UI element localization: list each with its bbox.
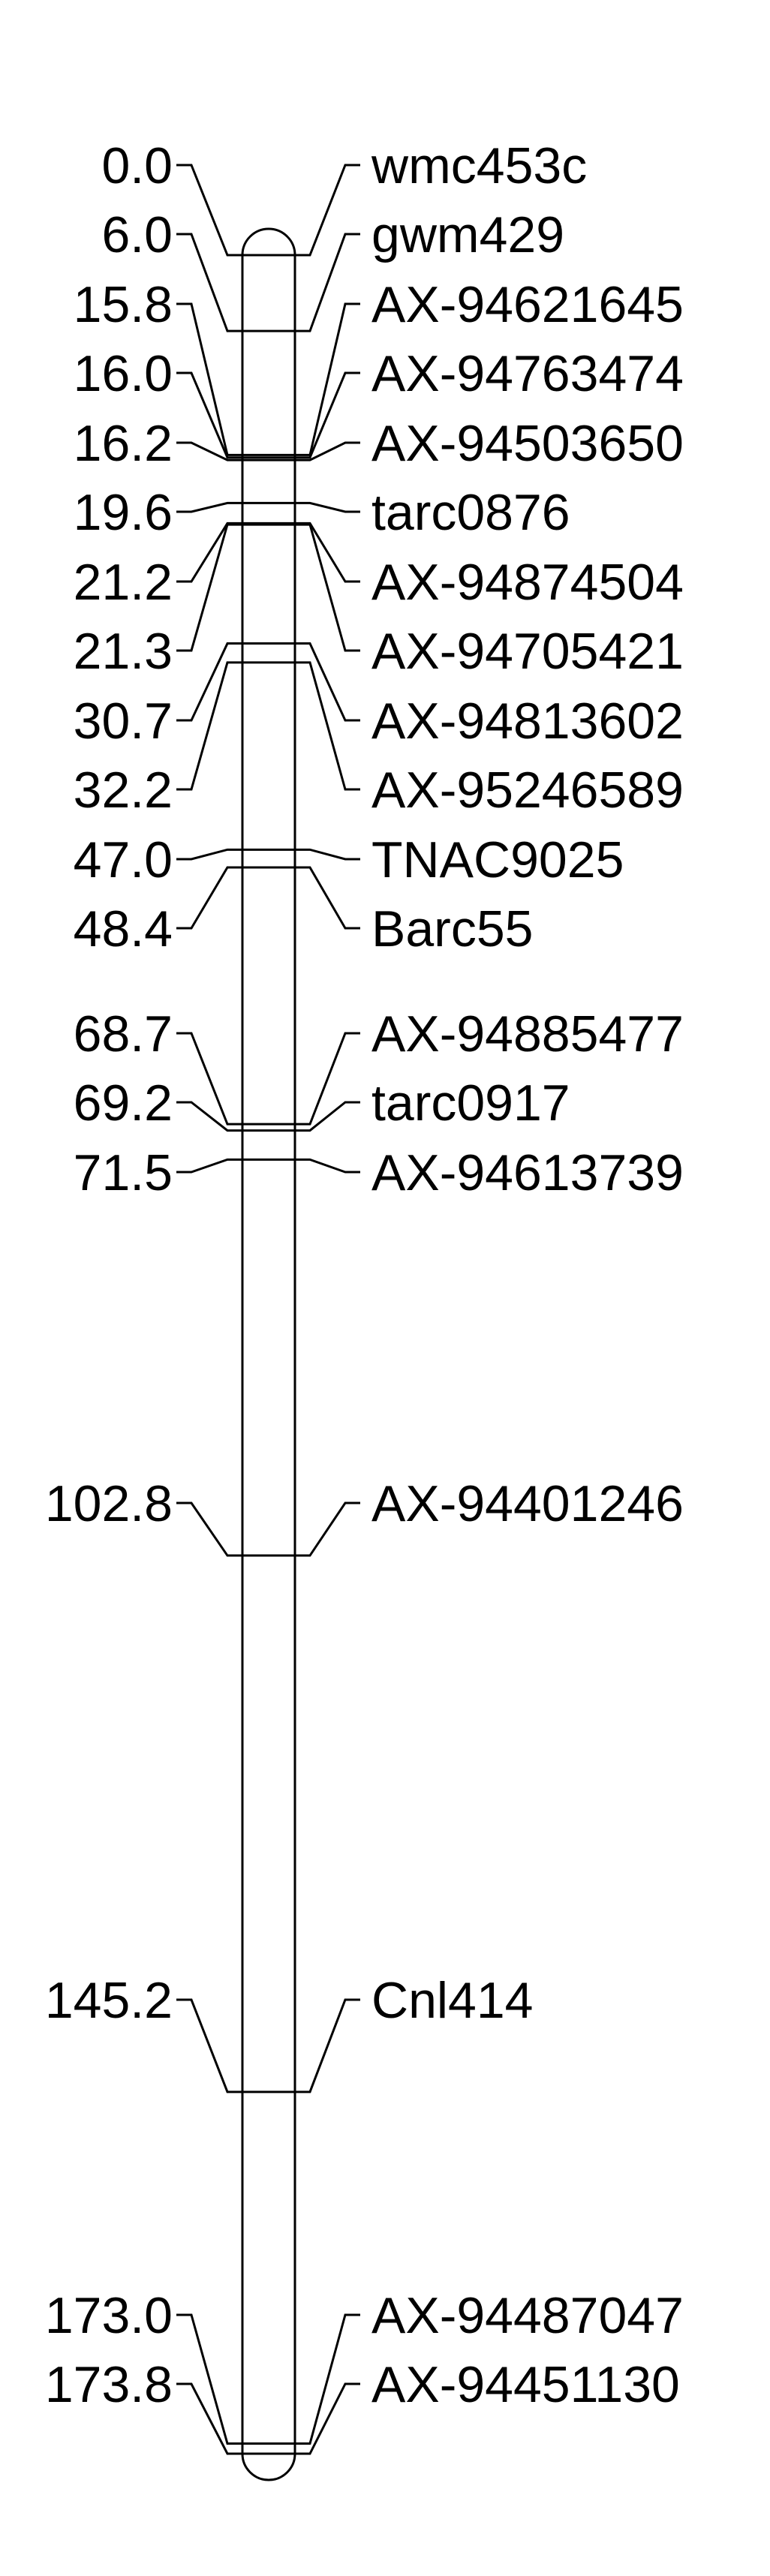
marker-name: AX-94813602 — [371, 693, 684, 750]
position-leader — [176, 441, 242, 461]
position-leader — [176, 302, 242, 456]
position-leader — [176, 1998, 242, 2094]
position-leader — [176, 522, 242, 583]
position-leader — [176, 661, 242, 791]
leader-lines — [176, 164, 360, 2455]
name-leader — [295, 661, 360, 791]
marker-position: 21.3 — [74, 623, 173, 680]
name-leader — [295, 1101, 360, 1132]
marker-name: AX-94451130 — [371, 2356, 680, 2413]
marker-position: 68.7 — [74, 1005, 173, 1063]
chromosome-bar — [241, 227, 296, 2481]
position-leader — [176, 1158, 242, 1174]
name-leader — [295, 2313, 360, 2445]
marker-name: Barc55 — [371, 900, 533, 957]
marker-name: AX-94503650 — [371, 415, 684, 472]
position-leader — [176, 2382, 242, 2455]
position-leader — [176, 1101, 242, 1132]
position-leader — [176, 866, 242, 930]
marker-name: tarc0876 — [371, 484, 570, 541]
marker-position: 30.7 — [74, 693, 173, 750]
marker-position: 32.2 — [74, 762, 173, 819]
marker-name: AX-94487047 — [371, 2287, 684, 2344]
marker-name: gwm429 — [371, 206, 564, 263]
marker-name: wmc453c — [371, 137, 587, 194]
marker-position: 69.2 — [74, 1075, 173, 1132]
marker-name: Cnl414 — [371, 1972, 534, 2029]
marker-labels: 0.0 wmc453c 6.0 gwm429 15.8 AX-94621645 16.0 AX… — [45, 137, 684, 2413]
marker-name: AX-95246589 — [371, 762, 684, 819]
marker-bands — [242, 254, 295, 2455]
name-leader — [295, 848, 360, 861]
position-leader — [176, 1032, 242, 1126]
name-leader — [295, 302, 360, 456]
position-leader — [176, 523, 242, 652]
marker-name: TNAC9025 — [371, 831, 624, 888]
marker-position: 47.0 — [74, 831, 173, 888]
name-leader — [295, 1032, 360, 1126]
marker-position: 16.2 — [74, 415, 173, 472]
marker-name: AX-94874504 — [371, 554, 684, 611]
marker-name: AX-94401246 — [371, 1475, 684, 1532]
marker-position: 48.4 — [74, 900, 173, 957]
name-leader — [295, 642, 360, 722]
name-leader — [295, 1501, 360, 1557]
position-leader — [176, 164, 242, 257]
marker-name: AX-94763474 — [371, 345, 684, 402]
marker-position: 145.2 — [45, 1972, 173, 2029]
name-leader — [295, 501, 360, 513]
position-leader — [176, 233, 242, 332]
name-leader — [295, 523, 360, 652]
position-leader — [176, 848, 242, 861]
name-leader — [295, 1158, 360, 1174]
marker-position: 173.8 — [45, 2356, 173, 2413]
marker-position: 71.5 — [74, 1144, 173, 1201]
position-leader — [176, 2313, 242, 2445]
position-leader — [176, 642, 242, 722]
marker-position: 15.8 — [74, 276, 173, 333]
name-leader — [295, 441, 360, 461]
marker-name: AX-94705421 — [371, 623, 684, 680]
marker-position: 6.0 — [101, 206, 173, 263]
marker-name: AX-94613739 — [371, 1144, 684, 1201]
marker-position: 0.0 — [101, 137, 173, 194]
name-leader — [295, 164, 360, 257]
name-leader — [295, 866, 360, 930]
name-leader — [295, 371, 360, 459]
marker-position: 173.0 — [45, 2287, 173, 2344]
marker-position: 102.8 — [45, 1475, 173, 1532]
marker-position: 21.2 — [74, 554, 173, 611]
name-leader — [295, 522, 360, 583]
position-leader — [176, 1501, 242, 1557]
position-leader — [176, 501, 242, 513]
marker-name: tarc0917 — [371, 1075, 570, 1132]
name-leader — [295, 233, 360, 332]
name-leader — [295, 2382, 360, 2455]
marker-position: 19.6 — [74, 484, 173, 541]
marker-position: 16.0 — [74, 345, 173, 402]
marker-name: AX-94885477 — [371, 1005, 684, 1063]
marker-name: AX-94621645 — [371, 276, 684, 333]
position-leader — [176, 371, 242, 459]
name-leader — [295, 1998, 360, 2094]
